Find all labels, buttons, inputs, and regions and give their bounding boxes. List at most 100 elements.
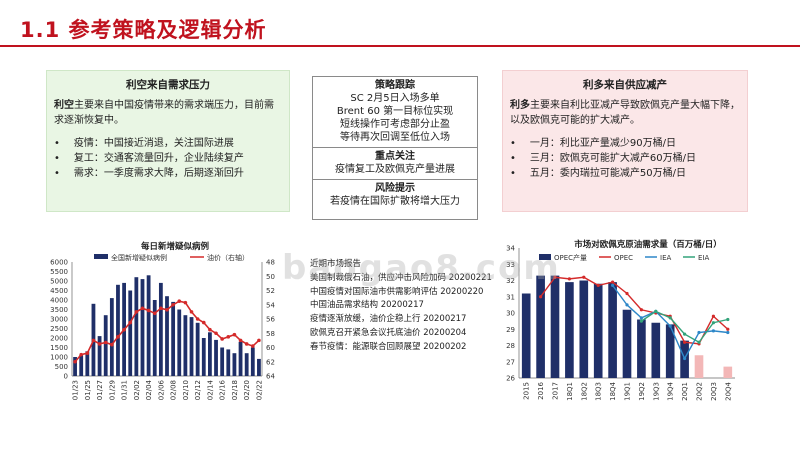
demand-point-iea <box>611 283 615 287</box>
y-tick-label-left: 6000 <box>50 259 68 267</box>
strategy-line: 等待再次回调至低位入场 <box>340 132 450 143</box>
bullish-intro: 利多主要来自利比亚减产导致欧佩克产量大幅下降，以及欧佩克可能的扩大减产。 <box>503 92 747 128</box>
legend-label-line: 油价（右轴） <box>207 253 249 262</box>
y-tick-label: 28 <box>506 342 515 350</box>
x-tick-label: 18Q3 <box>595 382 603 401</box>
strategy-line: 短线操作可考虑部分止盈 <box>340 119 450 130</box>
demand-point-eia <box>654 309 658 313</box>
case-bar <box>103 315 108 376</box>
demand-point-opec <box>639 308 643 312</box>
oil-price-point <box>189 310 194 314</box>
oil-price-point <box>152 311 157 316</box>
oil-price-point <box>110 342 114 347</box>
demand-point-opec <box>625 291 629 296</box>
x-tick-label: 02/18 <box>231 380 239 400</box>
y-tick-label-left: 0 <box>64 373 68 381</box>
y-tick-label-left: 1500 <box>50 344 68 352</box>
case-bar <box>171 301 176 376</box>
strategy-box: 策略跟踪 SC 2月5日入场多单 Brent 60 第一目标位实现 短线操作可考… <box>312 76 478 220</box>
oil-price-point <box>195 317 200 321</box>
oil-price-point <box>97 342 102 346</box>
strategy-line: SC 2月5日入场多单 <box>350 93 440 104</box>
news-item[interactable]: 欧佩克召开紧急会议托底油价 20200204 <box>310 327 467 338</box>
x-tick-label: 02/20 <box>243 380 251 400</box>
news-item[interactable]: 中国油品需求结构 20200217 <box>310 300 424 311</box>
demand-point-opec <box>683 340 687 344</box>
bearish-intro-text: 主要来自中国疫情带来的需求端压力，目前需求逐渐恢复中。 <box>54 100 274 126</box>
oil-price-point <box>201 320 206 325</box>
y-tick-label: 32 <box>506 277 515 285</box>
legend-label: OPEC产量 <box>554 253 587 262</box>
oil-price-point <box>146 308 151 313</box>
x-tick-label: 02/10 <box>182 380 190 400</box>
news-item[interactable]: 春节疫情：能源联合回顾展望 20200202 <box>310 341 467 352</box>
watermark: baogao8.com <box>282 248 561 288</box>
demand-point-iea <box>668 324 672 328</box>
news-heading: 近期市场报告 <box>310 259 362 269</box>
x-tick-label: 2016 <box>537 381 545 399</box>
demand-point-iea <box>639 316 643 320</box>
oil-price-point <box>134 310 139 314</box>
demand-point-eia <box>726 317 730 322</box>
bearish-heading: 利空来自需求压力 <box>126 79 210 91</box>
legend-label: OPEC <box>614 254 633 262</box>
x-tick-label: 2017 <box>552 382 560 400</box>
case-bar <box>128 290 133 376</box>
case-bar <box>73 357 77 376</box>
title-divider <box>0 45 800 47</box>
case-bar <box>97 336 102 376</box>
opec-forecast-bar <box>723 366 733 378</box>
oil-price-point <box>251 344 255 348</box>
case-bar <box>158 282 163 376</box>
x-tick-label: 18Q4 <box>609 381 617 400</box>
y-tick-label-left: 1000 <box>50 354 68 362</box>
y-tick-label-right: 50 <box>266 273 275 281</box>
bullish-factors-box: 利多来自供应减产 利多主要来自利比亚减产导致欧佩克产量大幅下降，以及欧佩克可能的… <box>502 70 748 212</box>
case-bar <box>201 338 206 376</box>
x-tick-label: 02/02 <box>133 380 141 400</box>
x-tick-label: 19Q1 <box>624 382 632 401</box>
opec-production-bar <box>536 275 545 378</box>
case-bar <box>250 347 255 376</box>
market-report-list: 近期市场报告 美国制裁俄石油，供应冲击风险加码 20200221 中国疫情对国际… <box>310 258 510 355</box>
bullish-bullets: 一月：利比亚产量减少90万桶/日 三月：欧佩克可能扩大减产60万桶/日 五月：委… <box>503 136 747 181</box>
opec-production-bar <box>622 309 632 378</box>
demand-point-iea <box>711 329 715 333</box>
demand-point-opec <box>553 275 557 279</box>
risk-line: 若疫情在国际扩散将增大压力 <box>330 196 460 207</box>
bullish-bullet: 一月：利比亚产量减少90万桶/日 <box>510 136 747 151</box>
case-bar <box>238 341 243 376</box>
x-tick-label: 20Q3 <box>710 382 718 401</box>
case-bar <box>165 296 169 376</box>
y-tick-label-left: 2000 <box>50 335 68 343</box>
oil-price-point <box>165 307 169 312</box>
bearish-factors-box: 利空来自需求压力 利空主要来自中国疫情带来的需求端压力，目前需求逐渐恢复中。 疫… <box>46 70 290 212</box>
demand-point-iea <box>625 303 629 307</box>
demand-point-opec <box>596 283 600 287</box>
x-tick-label: 18Q2 <box>580 382 588 401</box>
news-item[interactable]: 疫情逐渐放缓，油价企稳上行 20200217 <box>310 314 467 325</box>
page-title: 1.1 参考策略及逻辑分析 <box>20 18 267 42</box>
oil-price-point <box>257 338 261 343</box>
opec-production-bar <box>565 282 574 378</box>
y-tick-label: 27 <box>506 358 515 366</box>
bearish-bullet: 复工：交通客流量回升，企业陆续复产 <box>54 151 289 166</box>
case-bar <box>79 355 84 376</box>
oil-price-point <box>116 335 120 339</box>
opec-production-bar <box>579 280 589 378</box>
case-bar <box>189 317 194 376</box>
oil-price-point <box>103 340 108 345</box>
oil-price-point <box>85 351 90 355</box>
x-tick-label: 02/12 <box>194 380 202 400</box>
strategy-section: 策略跟踪 SC 2月5日入场多单 Brent 60 第一目标位实现 短线操作可考… <box>313 77 477 148</box>
x-tick-label: 02/22 <box>255 380 263 400</box>
case-bar <box>183 315 188 376</box>
news-item[interactable]: 美国制裁俄石油，供应冲击风险加码 20200221 <box>310 272 492 283</box>
opec-production-bar <box>593 283 603 378</box>
legend-swatch <box>539 254 551 260</box>
news-item[interactable]: 中国疫情对国际油市供需影响评估 20200220 <box>310 286 484 297</box>
oil-price-point <box>214 331 218 336</box>
y-tick-label-right: 60 <box>266 344 275 352</box>
opec-production-bar <box>608 282 617 378</box>
y-tick-label-right: 56 <box>266 316 275 324</box>
